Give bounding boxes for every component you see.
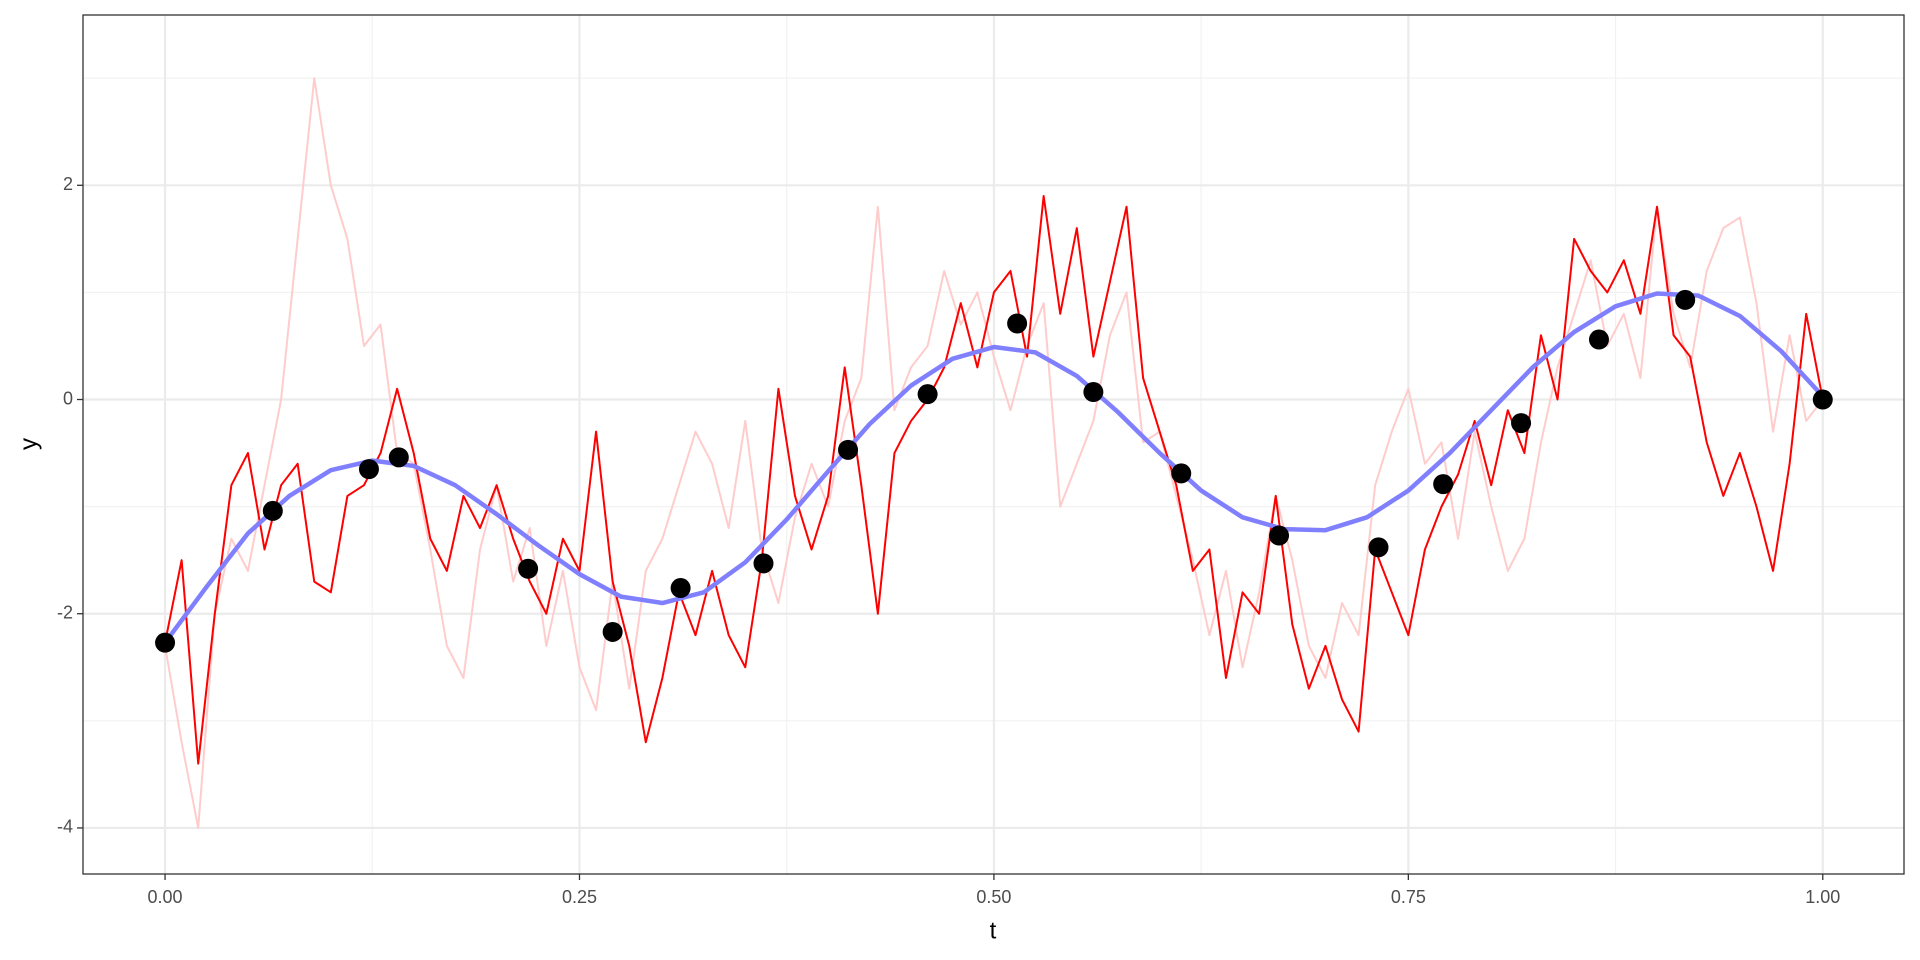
x-tick-label: 0.50 bbox=[976, 887, 1011, 907]
x-axis-title: t bbox=[990, 917, 997, 944]
data-point bbox=[1675, 289, 1696, 310]
data-point bbox=[358, 459, 379, 480]
data-point bbox=[155, 632, 176, 653]
y-tick-label: 0 bbox=[63, 388, 73, 408]
data-point bbox=[1007, 313, 1028, 334]
series-line bbox=[163, 291, 1825, 644]
data-point bbox=[838, 439, 859, 460]
data-point bbox=[753, 553, 774, 574]
data-point bbox=[1812, 389, 1833, 410]
data-point bbox=[1171, 463, 1192, 484]
data-point bbox=[917, 384, 938, 405]
data-point bbox=[1269, 525, 1290, 546]
x-tick-label: 0.00 bbox=[148, 887, 183, 907]
data-point bbox=[1368, 537, 1389, 558]
data-point bbox=[602, 621, 623, 642]
y-tick-label: 2 bbox=[63, 174, 73, 194]
data-point bbox=[262, 500, 283, 521]
x-tick-label: 1.00 bbox=[1805, 887, 1840, 907]
data-point bbox=[1083, 382, 1104, 403]
y-tick-label: -4 bbox=[57, 817, 73, 837]
x-tick-label: 0.25 bbox=[562, 887, 597, 907]
data-point bbox=[1511, 413, 1532, 434]
data-point bbox=[670, 578, 691, 599]
series-line bbox=[164, 77, 1824, 829]
x-tick-label: 0.75 bbox=[1391, 887, 1426, 907]
y-tick-label: -2 bbox=[57, 602, 73, 622]
data-point bbox=[1588, 329, 1609, 350]
y-axis-title: y bbox=[15, 438, 42, 450]
panel-border bbox=[82, 14, 1905, 875]
data-point bbox=[1433, 474, 1454, 495]
data-point bbox=[518, 558, 539, 579]
data-point bbox=[388, 447, 409, 468]
